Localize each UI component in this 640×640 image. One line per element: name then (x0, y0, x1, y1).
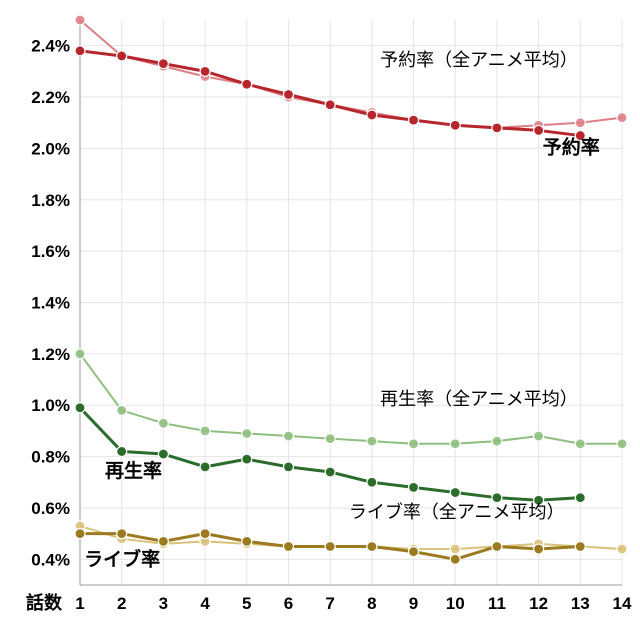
x-tick-label: 11 (488, 594, 506, 613)
y-tick-label: 0.6% (31, 499, 70, 518)
x-tick-label: 10 (446, 594, 465, 613)
series-label-playback: 再生率 (105, 459, 162, 482)
y-tick-label: 0.4% (31, 550, 70, 569)
x-tick-label: 9 (409, 594, 418, 613)
series-label-reservation: 予約率 (543, 136, 600, 159)
x-tick-label: 14 (613, 594, 632, 613)
x-tick-label: 1 (75, 594, 84, 613)
line-chart: 0.4% 0.6% 0.8% 1.0% 1.2% 1.4% 1.6% 1.8% 2.0% 2.2%… (0, 0, 640, 640)
chart-container: 0.4% 0.6% 0.8% 1.0% 1.2% 1.4% 1.6% 1.8% 2.0% 2.2%… (0, 0, 640, 640)
y-tick-label: 1.0% (31, 396, 70, 415)
x-tick-label: 5 (242, 594, 251, 613)
y-tick-label: 1.2% (31, 345, 70, 364)
x-tick-label: 12 (529, 594, 548, 613)
y-tick-label: 2.2% (31, 88, 70, 107)
y-tick-label: 2.0% (31, 139, 70, 158)
series-label-live_avg: ライブ率（全アニメ平均） (349, 501, 565, 522)
x-tick-label: 6 (284, 594, 293, 613)
y-tick-label: 1.4% (31, 294, 70, 313)
y-tick-label: 0.8% (31, 448, 70, 467)
x-tick-label: 8 (367, 594, 376, 613)
x-axis-title: 話数 (26, 592, 63, 613)
x-tick-label: 2 (117, 594, 126, 613)
series-label-live: ライブ率 (84, 548, 160, 571)
x-tick-label: 3 (159, 594, 168, 613)
x-tick-label: 4 (200, 594, 210, 613)
x-tick-label: 7 (325, 594, 334, 613)
y-tick-label: 1.6% (31, 242, 70, 261)
y-tick-label: 1.8% (31, 191, 70, 210)
series-label-reservation_avg: 予約率（全アニメ平均） (380, 50, 578, 70)
x-tick-label: 13 (571, 594, 590, 613)
y-tick-label: 2.4% (31, 37, 70, 56)
series-label-playback_avg: 再生率（全アニメ平均） (380, 389, 578, 409)
